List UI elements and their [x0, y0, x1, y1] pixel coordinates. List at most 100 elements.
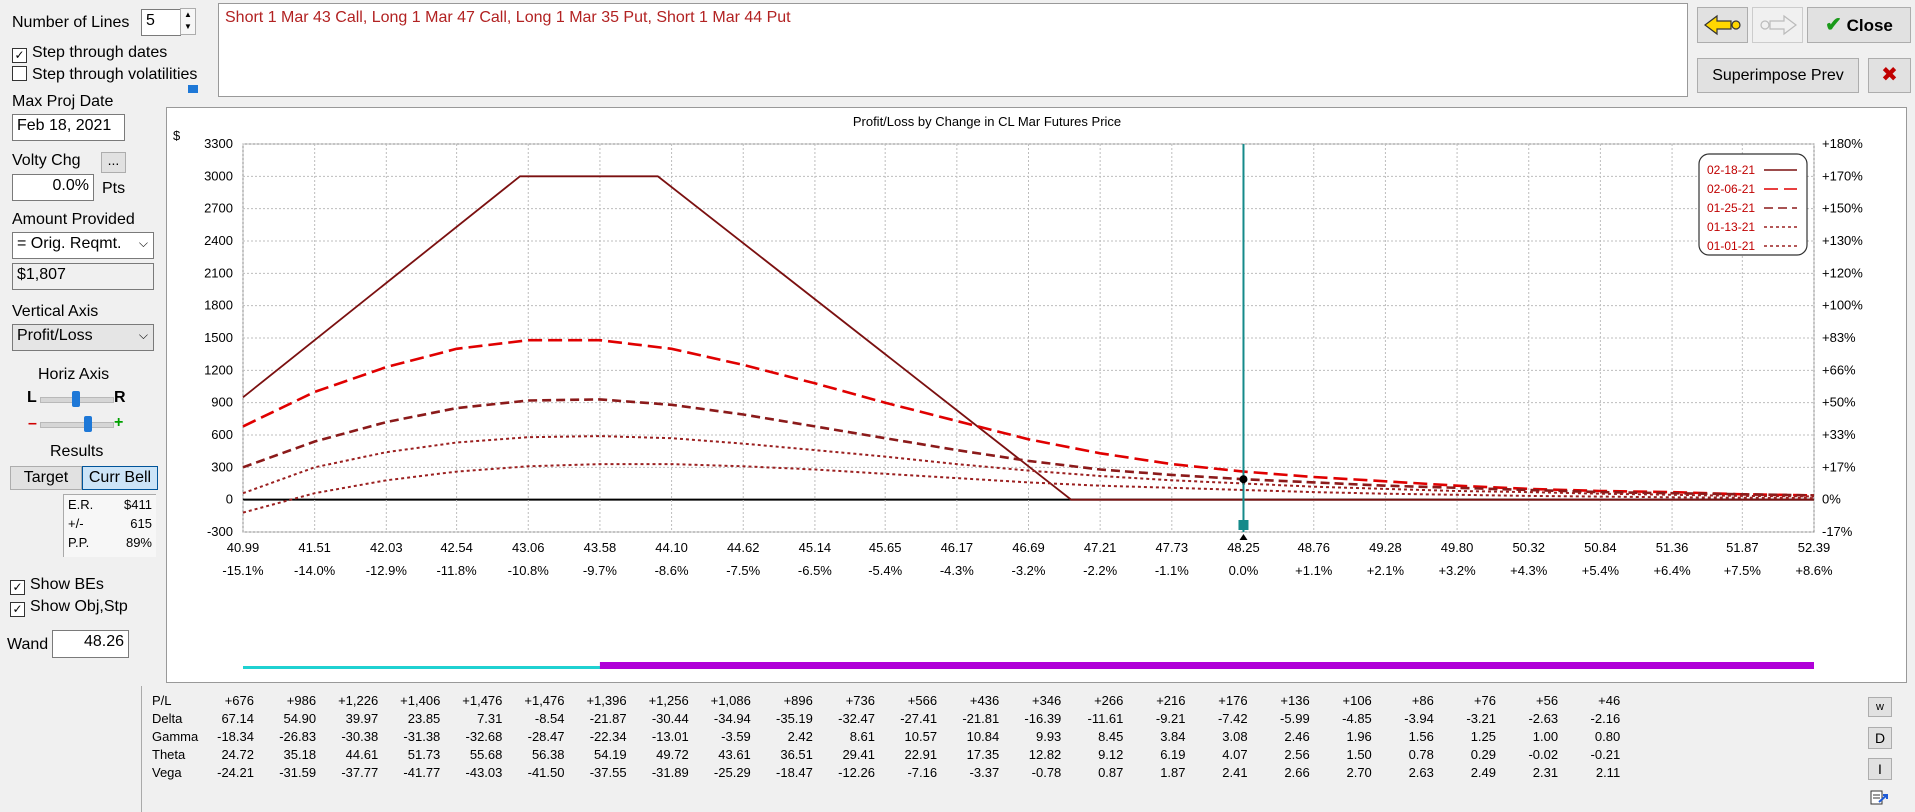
zoom-plus-label: + [114, 414, 124, 431]
vertical-axis-select[interactable]: Profit/Loss ⌵ [12, 324, 154, 351]
show-obj-checkbox[interactable]: ✓ Show Obj,Stp [10, 598, 128, 617]
x-tick-label: 50.84 [1584, 540, 1617, 555]
greek-row-label: Delta [152, 711, 183, 726]
horiz-lr-slider-thumb[interactable] [72, 391, 80, 407]
amount-value-field: $1,807 [12, 263, 154, 290]
amount-provided-select[interactable]: = Orig. Reqmt. ⌵ [12, 232, 154, 259]
probability-bars [243, 662, 1814, 669]
greek-cell: 9.93 [1035, 729, 1062, 744]
y-unit-label: $ [173, 128, 181, 143]
spin-up-icon[interactable]: ▲ [184, 10, 192, 19]
greek-cell: +266 [1094, 693, 1124, 708]
greek-cell: -4.85 [1342, 711, 1372, 726]
x-pct-tick-label: +3.2% [1438, 563, 1476, 578]
greek-cell: +56 [1536, 693, 1559, 708]
x-pct-tick-label: +2.1% [1367, 563, 1405, 578]
pl-chart[interactable]: Profit/Loss by Change in CL Mar Futures … [166, 107, 1907, 683]
y2-tick-label: +170% [1822, 168, 1863, 183]
x-pct-tick-label: -12.9% [366, 563, 408, 578]
checkbox-checked-icon: ✓ [10, 602, 25, 617]
curr-bell-button[interactable]: Curr Bell [82, 466, 158, 490]
greek-cell: -26.83 [279, 729, 317, 744]
close-button-label: Close [1846, 16, 1893, 35]
export-icon[interactable] [1869, 789, 1889, 807]
strategy-description[interactable]: Short 1 Mar 43 Call, Long 1 Mar 47 Call,… [218, 3, 1688, 97]
max-proj-date-input[interactable]: Feb 18, 2021 [12, 114, 125, 141]
volty-unit-label: Pts [102, 180, 126, 197]
next-arrow-button[interactable] [1752, 7, 1803, 43]
pl-chart-svg[interactable]: Profit/Loss by Change in CL Mar Futures … [167, 108, 1906, 682]
num-lines-label: Number of Lines [12, 14, 130, 31]
x-pct-tick-label: -15.1% [222, 563, 264, 578]
current-price-marker[interactable] [1238, 144, 1249, 540]
series-line-01-13-21 [242, 435, 1815, 498]
side-d-button[interactable]: D [1868, 727, 1892, 749]
export-icon-svg [1870, 790, 1888, 805]
current-price-dot [1239, 475, 1248, 484]
x-pct-tick-label: -1.1% [1155, 563, 1189, 578]
y-tick-label: -300 [207, 524, 233, 539]
greeks-table: P/L +676 +986 +1,226 +1,406 +1,476 +1,476 +1,39… [141, 686, 1862, 812]
greek-cell: -43.03 [465, 765, 503, 780]
num-lines-input[interactable]: 5 [141, 9, 181, 36]
side-i-button[interactable]: I [1868, 758, 1892, 780]
current-price-handle [1238, 520, 1249, 530]
chart-legend[interactable]: 02-18-21 02-06-21 01-25-21 01-13-21 01-01-21 [1698, 153, 1808, 256]
greek-cell: 10.84 [966, 729, 1000, 744]
y-tick-label: 1200 [204, 362, 233, 377]
x-tick-label: 44.10 [655, 540, 688, 555]
volty-chg-input[interactable]: 0.0% [12, 174, 94, 201]
greek-cell: 56.38 [531, 747, 565, 762]
greek-cell: 67.14 [221, 711, 254, 726]
series-line-01-01-21 [242, 463, 1815, 514]
greek-cell: 9.12 [1098, 747, 1124, 762]
show-bes-label: Show BEs [30, 576, 104, 593]
greek-cell: 22.91 [904, 747, 938, 762]
greek-cell: +1,406 [400, 693, 441, 708]
pm-value: 615 [130, 516, 152, 531]
max-proj-date-label: Max Proj Date [12, 93, 114, 110]
checkbox-unchecked-icon [12, 66, 27, 81]
show-obj-label: Show Obj,Stp [30, 598, 128, 615]
greek-cell: +106 [1342, 693, 1372, 708]
greek-cell: 55.68 [469, 747, 503, 762]
greek-cell: 8.45 [1098, 729, 1124, 744]
superimpose-prev-button[interactable]: Superimpose Prev [1697, 58, 1859, 93]
close-button[interactable]: ✔ Close [1807, 7, 1911, 43]
greek-cell: 3.84 [1160, 729, 1186, 744]
spin-down-icon[interactable]: ▼ [184, 22, 192, 31]
close-x-button[interactable]: ✖ [1868, 58, 1911, 93]
step-vols-checkbox[interactable]: Step through volatilities [12, 66, 197, 84]
x-pct-tick-label: -8.6% [655, 563, 689, 578]
show-bes-checkbox[interactable]: ✓ Show BEs [10, 576, 104, 595]
resize-grip-icon[interactable] [188, 85, 198, 93]
greek-cell: -35.19 [776, 711, 813, 726]
current-price-pointer [1239, 534, 1248, 540]
x-pct-tick-label: -6.5% [798, 563, 832, 578]
wand-input[interactable]: 48.26 [52, 630, 129, 658]
y-tick-label: 2400 [204, 233, 233, 248]
greek-cell: -37.55 [589, 765, 627, 780]
target-button[interactable]: Target [10, 466, 82, 490]
greek-cell: 54.19 [594, 747, 627, 762]
side-w-button[interactable]: w [1868, 697, 1892, 717]
greek-cell: -32.68 [465, 729, 503, 744]
arrow-left-icon [1703, 14, 1741, 36]
zoom-slider[interactable] [40, 422, 114, 428]
step-dates-checkbox[interactable]: ✓ Step through dates [12, 44, 167, 63]
checkbox-checked-icon: ✓ [12, 48, 27, 63]
greek-cell: +566 [907, 693, 938, 708]
results-label: Results [50, 443, 104, 460]
y2-tick-label: +66% [1822, 362, 1856, 377]
num-lines-spinner[interactable]: ▲ ▼ [180, 8, 196, 35]
x-tick-label: 48.25 [1227, 540, 1260, 555]
y2-tick-label: +83% [1822, 330, 1856, 345]
y2-tick-label: +120% [1822, 265, 1863, 280]
volty-more-button[interactable]: ... [101, 152, 126, 173]
greek-row-label: Theta [152, 747, 186, 762]
prev-arrow-button[interactable] [1697, 7, 1748, 43]
zoom-slider-thumb[interactable] [84, 416, 92, 432]
greek-cell: -3.59 [721, 729, 751, 744]
greek-cell: -9.21 [1155, 711, 1186, 726]
x-tick-label: 45.65 [869, 540, 902, 555]
